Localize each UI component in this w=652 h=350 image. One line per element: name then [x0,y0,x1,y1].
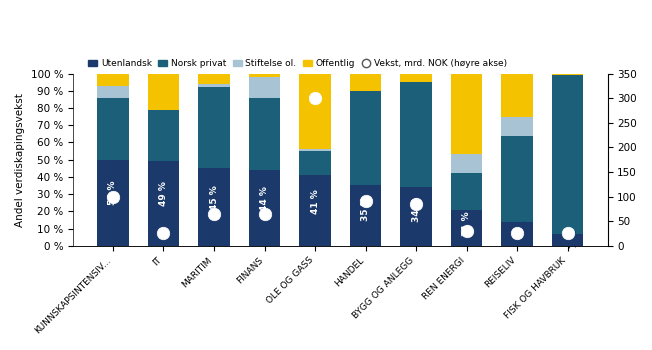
Bar [97,86,128,98]
Bar [249,77,280,98]
Bar [451,154,482,173]
Bar [299,151,331,175]
Bar [501,74,533,117]
Bar [249,170,280,246]
Bar [97,98,128,160]
Bar [148,161,179,246]
Bar [451,173,482,210]
Bar [400,187,432,246]
Bar [350,186,381,246]
Bar [249,98,280,170]
Bar [451,74,482,154]
Bar [97,74,128,86]
Bar [198,74,230,84]
Bar [97,160,128,246]
Bar [400,74,432,82]
Bar [198,87,230,168]
Bar [198,168,230,246]
Text: 34 %: 34 % [411,197,421,222]
Text: 44 %: 44 % [260,186,269,211]
Y-axis label: Andel verdiskapingsvekst: Andel verdiskapingsvekst [15,93,25,226]
Bar [198,84,230,87]
Bar [501,135,533,222]
Text: 14 %: 14 % [520,220,529,245]
Bar [350,74,381,91]
Bar [299,74,331,149]
Bar [451,210,482,246]
Bar [249,74,280,77]
Legend: Utenlandsk, Norsk privat, Stiftelse ol., Offentlig, Vekst, mrd. NOK (høyre akse): Utenlandsk, Norsk privat, Stiftelse ol.,… [85,56,511,72]
Bar [501,117,533,135]
Bar [299,149,331,151]
Bar [501,222,533,246]
Bar [400,82,432,187]
Bar [552,74,584,75]
Bar [148,74,179,110]
Text: 49 %: 49 % [159,181,168,206]
Text: 50 %: 50 % [108,180,117,205]
Text: 35 %: 35 % [361,196,370,220]
Text: 45 %: 45 % [209,185,218,210]
Text: 21 %: 21 % [462,211,471,236]
Bar [299,175,331,246]
Text: 41 %: 41 % [310,190,319,214]
Bar [552,234,584,246]
Bar [350,91,381,186]
Bar [552,75,584,234]
Bar [148,110,179,161]
Text: 7 %: 7 % [570,230,579,248]
